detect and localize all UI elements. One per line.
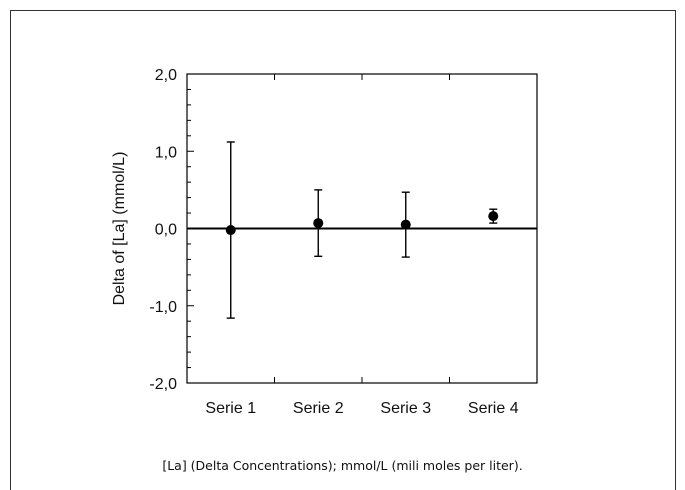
y-axis-tick-labels: -2,0 -1,0 0,0 1,0 2,0 [149, 67, 177, 393]
data-points [225, 211, 499, 236]
y-tick-label: -2,0 [149, 376, 177, 393]
data-point [313, 218, 324, 229]
x-tick-label: Serie 4 [468, 400, 519, 417]
y-tick-label: 0,0 [155, 222, 177, 239]
data-point [225, 225, 236, 236]
x-tick-label: Serie 1 [205, 400, 256, 417]
figure-frame [10, 10, 676, 490]
y-tick-label: 1,0 [155, 144, 177, 161]
data-point [488, 211, 499, 222]
x-axis-ticks [274, 74, 450, 383]
x-tick-label: Serie 2 [293, 400, 344, 417]
figure-caption: [La] (Delta Concentrations); mmol/L (mil… [162, 458, 523, 473]
error-bars [226, 141, 498, 319]
x-tick-label: Serie 3 [380, 400, 431, 417]
y-tick-label: -1,0 [149, 299, 177, 316]
x-axis-tick-labels: Serie 1 Serie 2 Serie 3 Serie 4 [205, 400, 518, 417]
data-point [400, 219, 411, 230]
y-axis-title: Delta of [La] (mmol/L) [111, 152, 128, 306]
y-tick-label: 2,0 [155, 67, 177, 84]
